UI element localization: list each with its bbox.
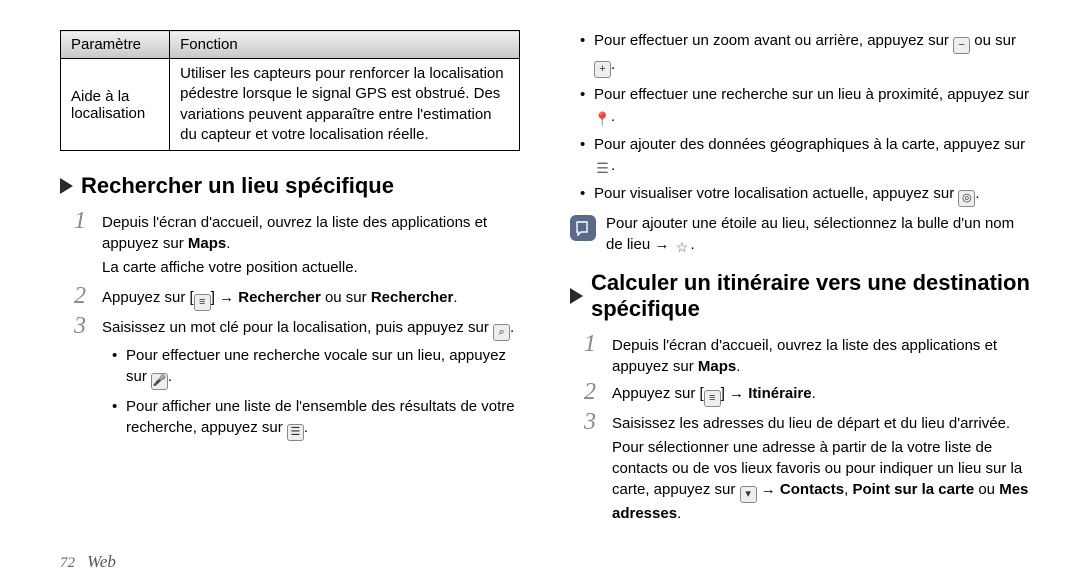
text: ou: [974, 481, 999, 498]
list-item: Pour effectuer un zoom avant ou arrière,…: [580, 30, 1030, 78]
menu-icon: ≡: [194, 294, 211, 311]
step-body: Appuyez sur [≡] → Rechercher ou sur Rech…: [102, 284, 520, 311]
paragraph: Pour sélectionner une adresse à partir d…: [612, 437, 1030, 524]
bold-text: Maps: [188, 235, 226, 252]
text: .: [691, 236, 695, 253]
text: Pour effectuer un zoom avant ou arrière,…: [594, 32, 953, 49]
step-2: 2 Appuyez sur [≡] → Itinéraire.: [584, 380, 1030, 407]
text: Pour afficher une liste de l'ensemble de…: [126, 398, 515, 436]
parameter-table: Paramètre Fonction Aide à la localisatio…: [60, 30, 520, 151]
step-number: 1: [74, 209, 92, 233]
text: Depuis l'écran d'accueil, ouvrez la list…: [102, 214, 487, 252]
list-item: Pour effectuer une recherche vocale sur …: [112, 345, 520, 390]
page-number: 72: [60, 555, 75, 572]
text: ou sur: [321, 289, 371, 306]
text: .: [510, 319, 514, 336]
text: Appuyez sur [: [102, 289, 194, 306]
step-2: 2 Appuyez sur [≡] → Rechercher ou sur Re…: [74, 284, 520, 311]
note-text: Pour ajouter une étoile au lieu, sélecti…: [606, 213, 1030, 256]
page-footer: 72 Web: [60, 552, 116, 572]
text: .: [975, 185, 979, 202]
menu-icon: ≡: [704, 390, 721, 407]
table-cell-param: Aide à la localisation: [61, 59, 170, 151]
bold-text: Contacts: [780, 481, 844, 498]
text: .: [611, 157, 615, 174]
text: ou sur: [970, 32, 1016, 49]
layers-icon: ☰: [594, 160, 611, 177]
step-3: 3 Saisissez un mot clé pour la localisat…: [74, 314, 520, 341]
text: .: [611, 56, 615, 73]
text: Pour ajouter des données géographiques à…: [594, 136, 1025, 153]
page-content: Paramètre Fonction Aide à la localisatio…: [0, 0, 1080, 540]
text: Appuyez sur [: [612, 385, 704, 402]
location-icon: ◎: [958, 190, 975, 207]
text: Saisissez un mot clé pour la localisatio…: [102, 319, 493, 336]
zoom-out-icon: −: [953, 37, 970, 54]
list-icon: ☰: [287, 424, 304, 441]
list-item: Pour effectuer une recherche sur un lieu…: [580, 84, 1030, 128]
mic-icon: 🎤: [151, 373, 168, 390]
step-number: 2: [74, 284, 92, 308]
heading-text: Rechercher un lieu spécifique: [81, 173, 394, 199]
step-body: Saisissez les adresses du lieu de départ…: [612, 410, 1030, 434]
text: .: [168, 368, 172, 385]
text: Depuis l'écran d'accueil, ouvrez la list…: [612, 337, 997, 375]
list-item: Pour visualiser votre localisation actue…: [580, 183, 1030, 207]
text: ] →: [721, 385, 749, 402]
bold-text: Rechercher: [371, 289, 454, 306]
section-heading-search: Rechercher un lieu spécifique: [60, 173, 520, 199]
text: .: [226, 235, 230, 252]
right-column: Pour effectuer un zoom avant ou arrière,…: [570, 30, 1030, 530]
bold-text: Maps: [698, 358, 736, 375]
heading-text: Calculer un itinéraire vers une destinat…: [591, 270, 1030, 322]
footer-section: Web: [87, 552, 116, 571]
bold-text: Rechercher: [238, 289, 321, 306]
text: .: [677, 505, 681, 522]
step-body: Depuis l'écran d'accueil, ouvrez la list…: [102, 209, 520, 254]
step-1: 1 Depuis l'écran d'accueil, ouvrez la li…: [584, 332, 1030, 377]
list-item: Pour ajouter des données géographiques à…: [580, 134, 1030, 178]
text: .: [304, 419, 308, 436]
step-body: Depuis l'écran d'accueil, ouvrez la list…: [612, 332, 1030, 377]
text: Pour visualiser votre localisation actue…: [594, 185, 958, 202]
star-icon: ☆: [674, 239, 691, 256]
bold-text: Point sur la carte: [852, 481, 974, 498]
text: →: [757, 481, 780, 498]
note-icon: [570, 215, 596, 241]
note-callout: Pour ajouter une étoile au lieu, sélecti…: [570, 213, 1030, 256]
table-row: Aide à la localisation Utiliser les capt…: [61, 59, 520, 151]
step-body: Saisissez un mot clé pour la localisatio…: [102, 314, 520, 341]
text: .: [611, 108, 615, 125]
step-number: 3: [584, 410, 602, 434]
table-cell-fn: Utiliser les capteurs pour renforcer la …: [170, 59, 520, 151]
bookmark-icon: ▾: [740, 486, 757, 503]
left-column: Paramètre Fonction Aide à la localisatio…: [60, 30, 520, 530]
sub-note: La carte affiche votre position actuelle…: [102, 257, 520, 278]
zoom-in-icon: +: [594, 61, 611, 78]
section-heading-route: Calculer un itinéraire vers une destinat…: [570, 270, 1030, 322]
sub-bullets: Pour effectuer une recherche vocale sur …: [112, 345, 520, 441]
top-bullets: Pour effectuer un zoom avant ou arrière,…: [580, 30, 1030, 207]
table-header-fn: Fonction: [170, 31, 520, 59]
text: Pour effectuer une recherche sur un lieu…: [594, 86, 1029, 103]
chevron-icon: [60, 178, 73, 194]
chevron-icon: [570, 288, 583, 304]
text: .: [736, 358, 740, 375]
bold-text: Itinéraire: [748, 385, 811, 402]
text: .: [812, 385, 816, 402]
place-icon: 📍: [594, 110, 611, 127]
list-item: Pour afficher une liste de l'ensemble de…: [112, 396, 520, 441]
text: Pour effectuer une recherche vocale sur …: [126, 347, 506, 385]
step-number: 1: [584, 332, 602, 356]
text: Pour ajouter une étoile au lieu, sélecti…: [606, 215, 1014, 253]
table-header-param: Paramètre: [61, 31, 170, 59]
search-icon: ⌕: [493, 324, 510, 341]
step-1: 1 Depuis l'écran d'accueil, ouvrez la li…: [74, 209, 520, 254]
step-body: Appuyez sur [≡] → Itinéraire.: [612, 380, 1030, 407]
text: ] →: [211, 289, 239, 306]
text: .: [453, 289, 457, 306]
step-number: 2: [584, 380, 602, 404]
step-number: 3: [74, 314, 92, 338]
step-3: 3 Saisissez les adresses du lieu de dépa…: [584, 410, 1030, 434]
